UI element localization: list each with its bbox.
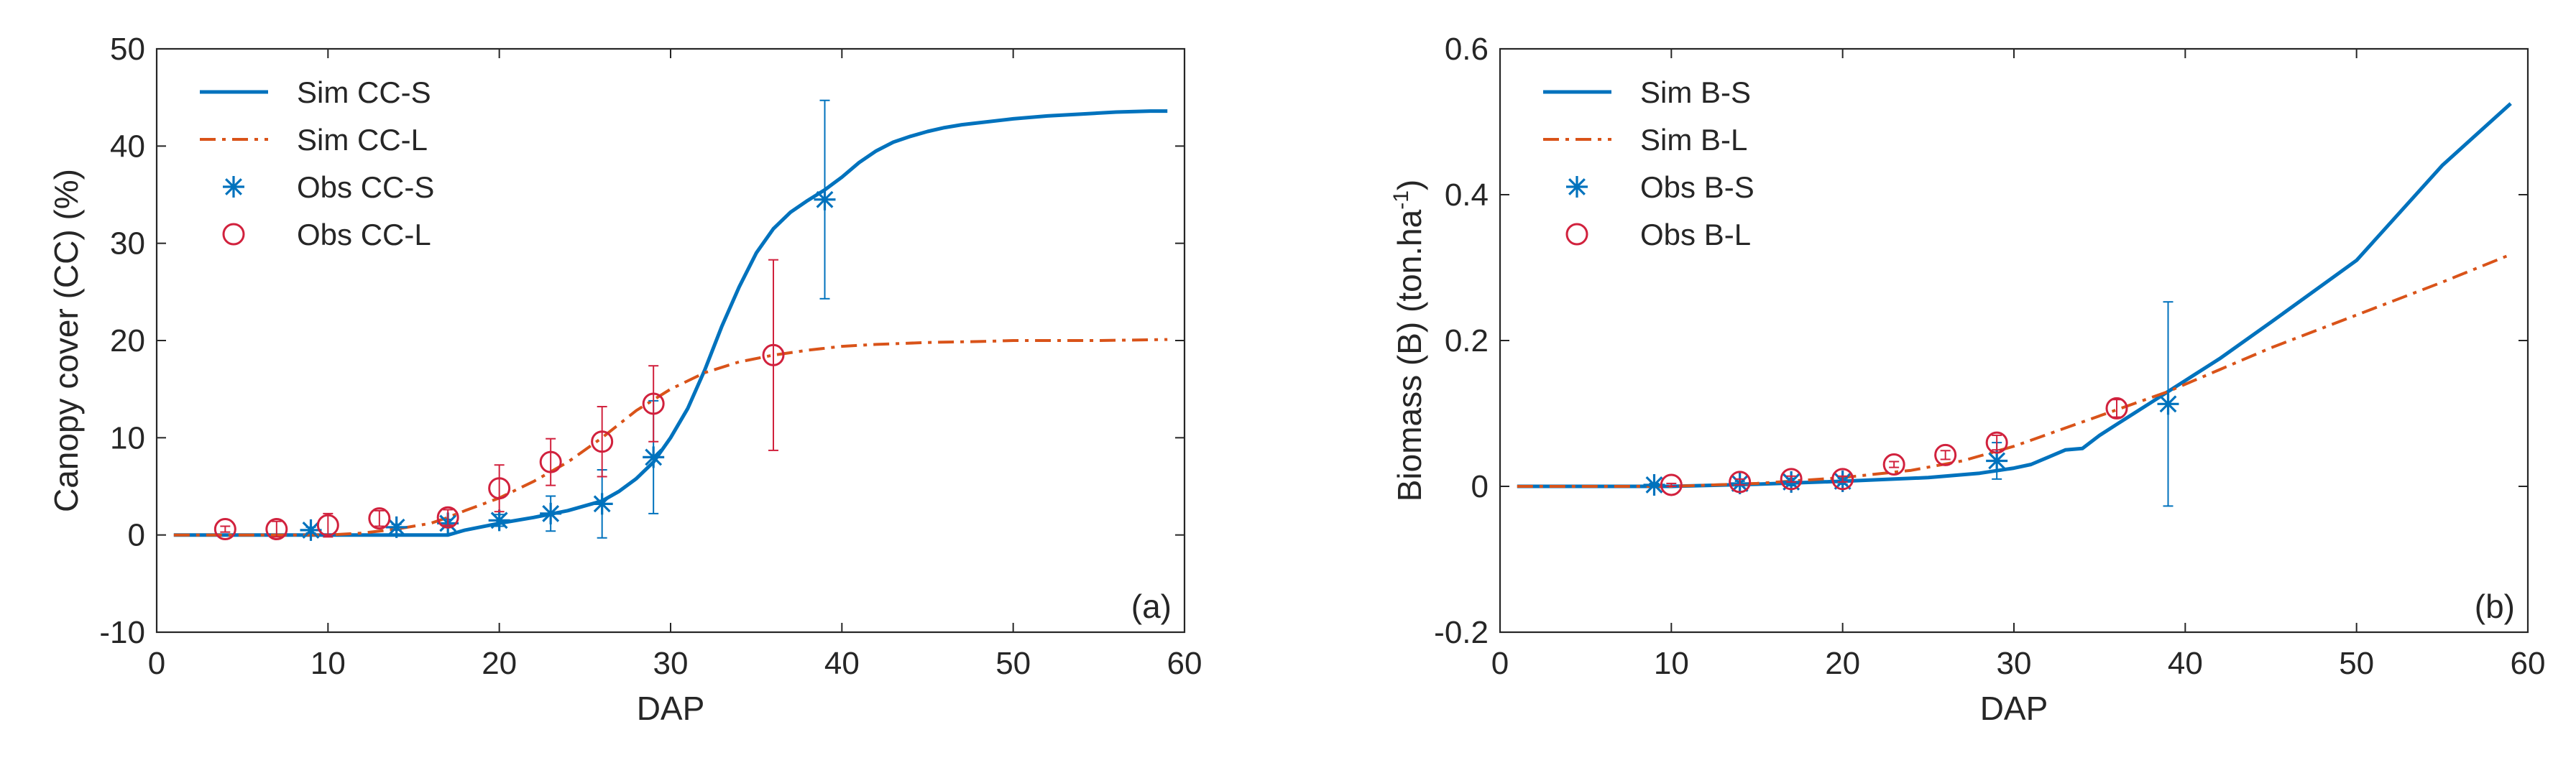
data-point (814, 188, 836, 210)
data-point (1729, 471, 1752, 494)
x-axis-label: DAP (1980, 690, 2048, 727)
asterisk-stroke (490, 512, 508, 529)
y-axis-label: Canopy cover (CC) (%) (47, 169, 85, 512)
x-tick-label: 30 (653, 646, 689, 681)
data-point (488, 509, 510, 532)
y-tick-label: -0.2 (1434, 615, 1489, 650)
y-tick-label: 40 (110, 129, 145, 164)
panel-label: (a) (1131, 588, 1172, 625)
data-point (762, 343, 785, 366)
x-tick-label: 40 (824, 646, 860, 681)
y-tick-label: 10 (110, 420, 145, 455)
legend-label: Sim B-L (1640, 123, 1747, 157)
data-point (643, 446, 665, 468)
series-line-sim-cc-s (173, 109, 1168, 537)
data-point (1934, 443, 1957, 466)
asterisk-stroke (2159, 395, 2177, 413)
x-tick-label: 40 (2168, 646, 2203, 681)
legend-label: Obs B-S (1640, 170, 1754, 204)
x-tick-label: 50 (2339, 646, 2374, 681)
data-point (540, 502, 562, 524)
plot-area (1517, 102, 2512, 507)
y-tick-label: 20 (110, 323, 145, 358)
series-line-sim-b-l (1517, 253, 2511, 488)
y-tick-label: 0 (128, 518, 145, 553)
data-point (385, 516, 408, 538)
data-point (488, 477, 511, 500)
data-point (2105, 397, 2128, 420)
plot-area (173, 99, 1168, 541)
x-tick-label: 50 (995, 646, 1031, 681)
data-point (539, 450, 562, 473)
legend-label: Sim CC-L (297, 123, 428, 157)
data-point (213, 518, 236, 541)
x-axis-label: DAP (637, 690, 705, 727)
x-tick-label: 60 (1167, 646, 1202, 681)
asterisk-stroke (302, 521, 320, 539)
x-tick-label: 20 (1825, 646, 1860, 681)
asterisk-stroke (542, 504, 560, 522)
asterisk-stroke (593, 495, 611, 513)
asterisk-stroke (1988, 452, 2006, 470)
y-tick-label: -10 (99, 615, 145, 650)
data-point (1660, 473, 1683, 496)
legend-label: Sim CC-S (297, 75, 431, 109)
data-point (265, 518, 288, 541)
legend-label: Obs CC-S (297, 170, 434, 204)
legend-marker (1565, 223, 1588, 246)
data-point (591, 493, 613, 515)
y-tick-label: 30 (110, 226, 145, 261)
legend-marker (1566, 176, 1588, 198)
y-axis-label-close: ) (1391, 180, 1428, 190)
data-point (1780, 468, 1803, 491)
x-tick-label: 10 (1654, 646, 1689, 681)
x-tick-label: 10 (310, 646, 346, 681)
asterisk-stroke (645, 448, 663, 466)
x-tick-label: 0 (1491, 646, 1509, 681)
data-point (1882, 453, 1905, 476)
legend-label: Obs B-L (1640, 218, 1751, 251)
x-tick-label: 20 (482, 646, 517, 681)
data-point (591, 430, 614, 453)
legend-label: Obs CC-L (297, 218, 431, 251)
x-tick-label: 0 (148, 646, 165, 681)
data-point (1831, 468, 1854, 491)
y-tick-label: 0.4 (1445, 177, 1489, 213)
legend-marker (223, 176, 244, 198)
asterisk-stroke (816, 190, 834, 208)
series-line-sim-cc-l (173, 338, 1168, 537)
series-line-sim-b-s (1517, 102, 2512, 489)
y-tick-label: 0.6 (1445, 32, 1489, 67)
asterisk-stroke (1645, 476, 1663, 494)
y-axis-label-superscript: -1 (1389, 190, 1413, 210)
y-axis-label-text: Canopy cover (CC) (%) (47, 169, 85, 512)
data-point (2157, 393, 2179, 415)
y-tick-label: 0 (1471, 469, 1489, 504)
data-point (1985, 431, 2008, 454)
data-point (436, 506, 459, 529)
legend-marker (222, 223, 245, 246)
x-tick-label: 30 (1997, 646, 2032, 681)
y-tick-label: 50 (110, 32, 145, 67)
legend-label: Sim B-S (1640, 75, 1751, 109)
y-axis-label: Biomass (B) (ton.ha-1) (1389, 180, 1428, 502)
y-tick-label: 0.2 (1445, 323, 1489, 358)
panel-label: (b) (2475, 588, 2515, 625)
y-axis-label-text: Biomass (B) (ton.ha (1391, 209, 1428, 501)
asterisk-stroke (1568, 178, 1586, 195)
asterisk-stroke (225, 178, 242, 195)
asterisk-stroke (387, 518, 405, 536)
data-point (316, 514, 339, 537)
data-point (368, 507, 391, 530)
x-tick-label: 60 (2511, 646, 2546, 681)
data-point (642, 392, 665, 415)
